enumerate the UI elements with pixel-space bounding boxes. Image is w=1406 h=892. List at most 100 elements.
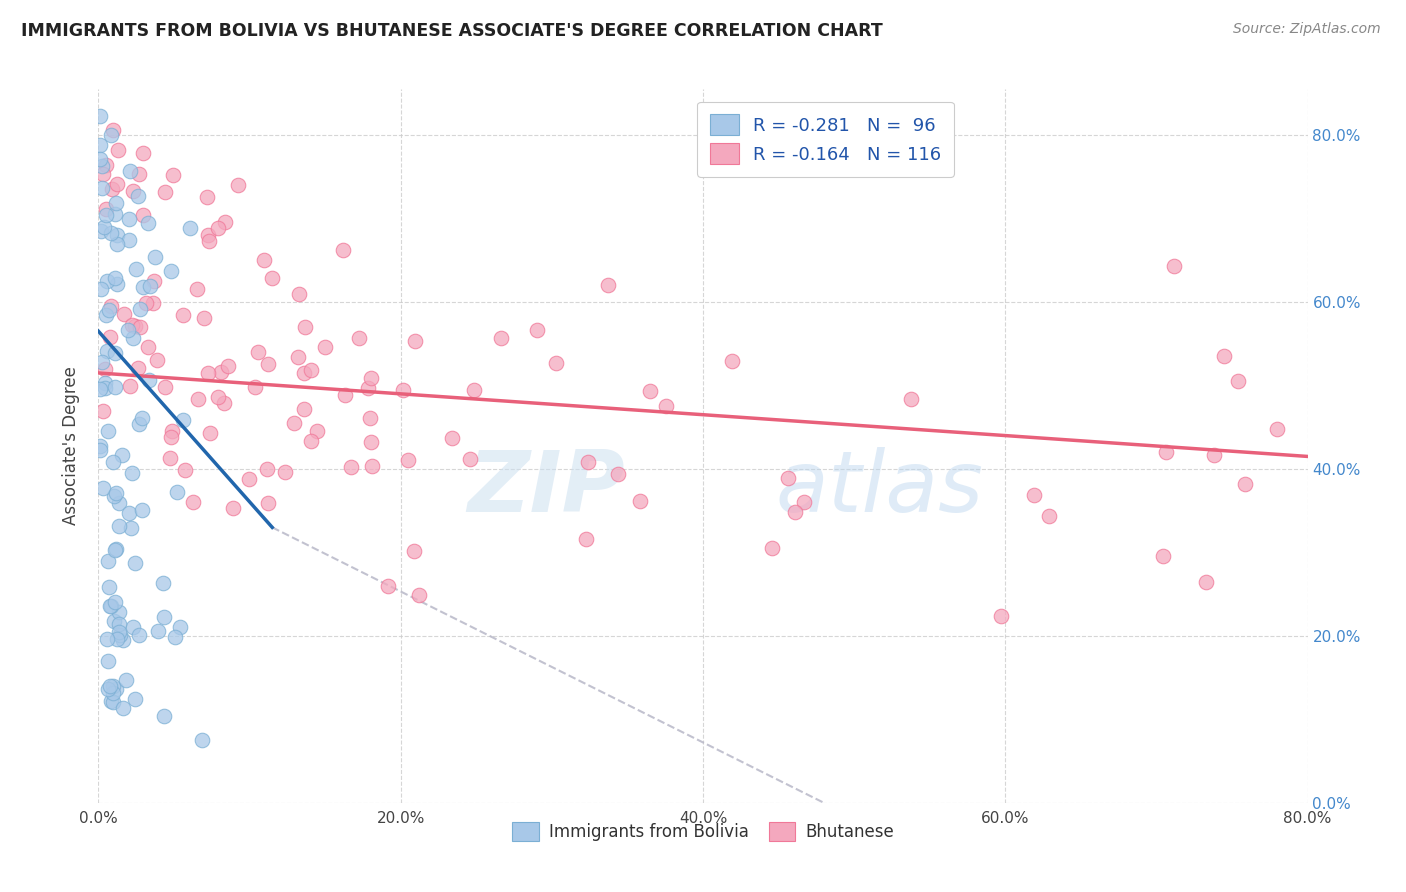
Point — [526, 323, 548, 337]
Point — [217, 359, 239, 373]
Point — [214, 215, 236, 229]
Point — [97, 681, 120, 696]
Point — [132, 208, 155, 222]
Point — [900, 392, 922, 406]
Point — [333, 388, 356, 402]
Point — [107, 605, 129, 619]
Point — [606, 467, 628, 482]
Point — [98, 329, 121, 343]
Point — [596, 278, 619, 293]
Point — [360, 434, 382, 449]
Point — [103, 695, 125, 709]
Point — [124, 556, 146, 570]
Point — [89, 152, 111, 166]
Point — [138, 373, 160, 387]
Point — [1213, 349, 1236, 363]
Point — [104, 595, 127, 609]
Point — [89, 382, 111, 396]
Point — [169, 620, 191, 634]
Point — [575, 533, 598, 547]
Point — [93, 219, 115, 234]
Point — [135, 296, 157, 310]
Point — [187, 392, 209, 406]
Point — [101, 679, 124, 693]
Point — [122, 620, 145, 634]
Point — [1163, 259, 1185, 273]
Point — [142, 296, 165, 310]
Point — [174, 463, 197, 477]
Point — [132, 145, 155, 160]
Point — [160, 263, 183, 277]
Point — [97, 554, 120, 568]
Point — [100, 300, 122, 314]
Text: ZIP: ZIP — [467, 447, 624, 531]
Point — [112, 307, 135, 321]
Point — [1152, 549, 1174, 563]
Point — [299, 362, 322, 376]
Point — [107, 177, 129, 191]
Point — [273, 465, 295, 479]
Text: IMMIGRANTS FROM BOLIVIA VS BHUTANESE ASSOCIATE'S DEGREE CORRELATION CHART: IMMIGRANTS FROM BOLIVIA VS BHUTANESE ASS… — [21, 22, 883, 40]
Point — [160, 430, 183, 444]
Point — [96, 274, 118, 288]
Point — [460, 451, 482, 466]
Point — [118, 163, 141, 178]
Point — [463, 383, 485, 397]
Point — [120, 520, 142, 534]
Point — [100, 599, 122, 613]
Point — [107, 518, 129, 533]
Point — [120, 379, 142, 393]
Point — [90, 282, 112, 296]
Point — [163, 630, 186, 644]
Point — [91, 404, 114, 418]
Point — [257, 357, 280, 371]
Point — [105, 277, 128, 292]
Point — [131, 502, 153, 516]
Point — [105, 236, 128, 251]
Text: atlas: atlas — [776, 447, 984, 531]
Point — [200, 425, 222, 440]
Point — [1202, 448, 1225, 462]
Point — [256, 462, 278, 476]
Point — [1233, 476, 1256, 491]
Point — [136, 341, 159, 355]
Point — [91, 167, 114, 181]
Point — [990, 609, 1012, 624]
Y-axis label: Associate's Degree: Associate's Degree — [62, 367, 80, 525]
Point — [89, 443, 111, 458]
Point — [292, 402, 315, 417]
Point — [222, 501, 245, 516]
Point — [96, 632, 118, 647]
Point — [98, 599, 121, 613]
Point — [172, 412, 194, 426]
Point — [152, 610, 174, 624]
Point — [408, 588, 430, 602]
Point — [117, 211, 139, 226]
Point — [104, 542, 127, 557]
Point — [89, 109, 111, 123]
Point — [105, 541, 128, 556]
Point — [152, 576, 174, 591]
Point — [166, 484, 188, 499]
Point — [97, 581, 120, 595]
Point — [128, 320, 150, 334]
Point — [172, 308, 194, 322]
Point — [108, 496, 131, 510]
Point — [98, 303, 121, 318]
Point — [155, 186, 177, 200]
Point — [256, 496, 278, 510]
Point — [440, 431, 463, 445]
Point — [628, 494, 651, 508]
Point — [112, 633, 135, 648]
Point — [576, 455, 599, 469]
Point — [153, 379, 176, 393]
Point — [128, 627, 150, 641]
Point — [107, 143, 129, 157]
Point — [111, 701, 134, 715]
Point — [104, 380, 127, 394]
Point — [1154, 445, 1177, 459]
Point — [162, 168, 184, 182]
Point — [105, 228, 128, 243]
Point — [110, 449, 132, 463]
Point — [402, 544, 425, 558]
